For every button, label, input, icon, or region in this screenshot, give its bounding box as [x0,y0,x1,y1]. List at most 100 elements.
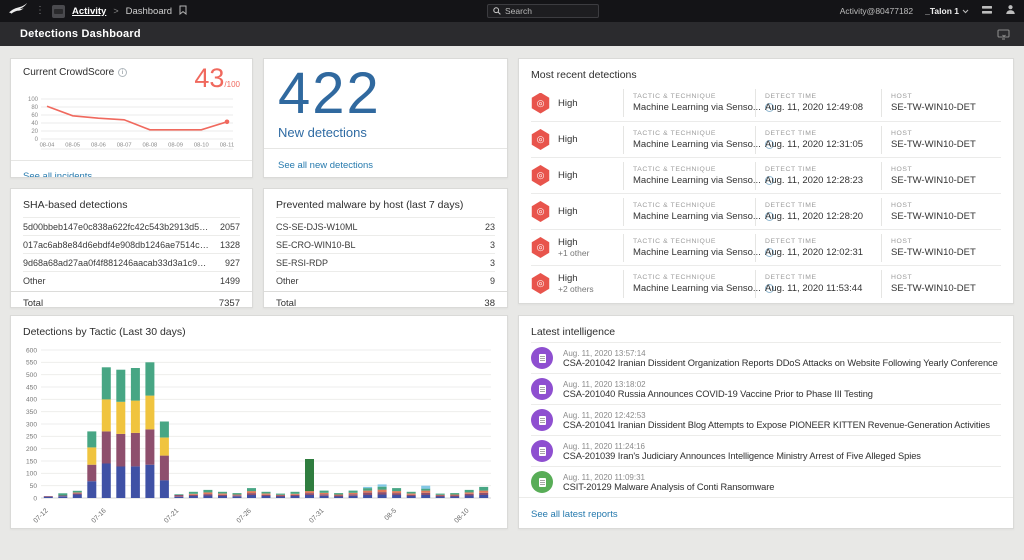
recent-detections-title: Most recent detections [519,59,1013,85]
detect-time-value: Aug. 11, 2020 12:49:08 [765,102,881,113]
crowdscore-value: 43/100 [194,67,240,96]
sha-detections-title: SHA-based detections [11,189,252,215]
tactics-stacked-bar-chart: 05010015020025030035040045050055060007-1… [15,344,503,529]
see-all-new-detections-link[interactable]: See all new detections [278,160,373,171]
svg-text:50: 50 [30,483,38,490]
crowdscore-title: Current CrowdScore [23,67,114,78]
svg-text:08-07: 08-07 [116,143,131,149]
report-icon [531,440,553,462]
report-headline[interactable]: CSA-201040 Russia Announces COVID-19 Vac… [563,389,873,399]
tactic-value: Machine Learning via Senso... [633,102,761,113]
detect-time-value: Aug. 11, 2020 12:31:05 [765,139,881,150]
intel-panel: Latest intelligence Aug. 11, 2020 13:57:… [518,315,1014,529]
detection-row[interactable]: ◎ High TACTIC & TECHNIQUE Machine Learni… [531,193,1001,229]
present-display-icon[interactable] [997,27,1010,45]
search-input[interactable] [505,6,590,16]
report-headline[interactable]: CSA-201041 Iranian Dissident Blog Attemp… [563,420,990,430]
intel-report-row[interactable]: Aug. 11, 2020 13:57:14 CSA-201042 Irania… [531,342,1001,373]
see-all-latest-reports-link[interactable]: See all latest reports [531,509,618,520]
severity-label: High [558,273,594,284]
svg-text:450: 450 [26,384,37,391]
svg-text:08-10: 08-10 [193,143,208,149]
intel-report-row[interactable]: Aug. 11, 2020 12:42:53 CSA-201041 Irania… [531,404,1001,435]
table-row[interactable]: SE-RSI-RDP3 [276,253,495,271]
tactic-value: Machine Learning via Senso... [633,175,761,186]
svg-text:350: 350 [26,409,37,416]
svg-text:80: 80 [31,105,38,111]
svg-text:07-26: 07-26 [236,507,253,524]
svg-text:08-04: 08-04 [39,143,55,149]
host-value: SE-TW-WIN10-DET [891,283,1001,294]
sha-detections-panel: SHA-based detections 5d00bbeb147e0c838a6… [10,188,253,308]
intel-report-row[interactable]: Aug. 11, 2020 11:09:31 CSIT-20129 Malwar… [531,466,1001,497]
detection-row[interactable]: ◎ High+1 other TACTIC & TECHNIQUE Machin… [531,229,1001,265]
breadcrumb-app[interactable]: Activity [72,6,106,17]
table-row[interactable]: Other1499 [23,271,240,289]
table-row[interactable]: SE-CRO-WIN10-BL3 [276,235,495,253]
detect-time-value: Aug. 11, 2020 12:02:31 [765,247,881,258]
recent-detections-panel: Most recent detections ◎ High TACTIC & T… [518,58,1014,304]
search-icon [493,2,501,20]
svg-text:60: 60 [31,113,38,119]
svg-text:0: 0 [33,495,37,502]
detection-row[interactable]: ◎ High TACTIC & TECHNIQUE Machine Learni… [531,157,1001,193]
sliders-icon[interactable] [981,2,993,20]
user-icon[interactable] [1005,2,1016,20]
svg-text:07-16: 07-16 [90,507,107,524]
report-headline[interactable]: CSA-201039 Iran's Judiciary Announces In… [563,451,921,461]
tactic-value: Machine Learning via Senso... [633,139,761,150]
account-label: Activity@80477182 [840,6,913,16]
table-row[interactable]: Other9 [276,271,495,289]
table-row[interactable]: 5d00bbeb147e0c838a622fc42c543b2913d57eac… [23,217,240,235]
table-row[interactable]: 017ac6ab8e84d6ebdf4e908db1246ae7514cffd2… [23,235,240,253]
svg-text:0: 0 [34,137,38,143]
host-value: SE-TW-WIN10-DET [891,175,1001,186]
see-all-incidents-link[interactable]: See all incidents [23,171,92,178]
svg-text:600: 600 [26,347,37,354]
svg-text:550: 550 [26,360,37,367]
crowdscore-line-chart: 10080604020008-0408-0508-0608-0708-0808-… [21,96,243,160]
detect-time-value: Aug. 11, 2020 12:28:20 [765,211,881,222]
svg-text:100: 100 [26,471,37,478]
tactic-value: Machine Learning via Senso... [633,211,761,222]
breadcrumb-separator: > [113,6,118,16]
severity-label: High [558,237,589,248]
table-row[interactable]: 9d68a68ad27aa0f4f881246aacab33d3a1c916d4… [23,253,240,271]
report-headline[interactable]: CSIT-20129 Malware Analysis of Conti Ran… [563,482,774,492]
detection-row[interactable]: ◎ High+2 others TACTIC & TECHNIQUE Machi… [531,265,1001,301]
detection-row[interactable]: ◎ High TACTIC & TECHNIQUE Machine Learni… [531,85,1001,121]
svg-text:500: 500 [26,372,37,379]
bookmark-icon[interactable] [179,2,187,20]
table-row[interactable]: CS-SE-DJS-W10ML23 [276,217,495,235]
new-detections-panel: 422 New detections See all new detection… [263,58,508,178]
svg-text:20: 20 [31,129,38,135]
menu-kebab-icon[interactable]: ⋮ [35,6,45,16]
host-value: SE-TW-WIN10-DET [891,139,1001,150]
report-icon [531,471,553,493]
tenant-selector[interactable]: _Talon 1 [925,6,969,16]
tactics-chart-panel: Detections by Tactic (Last 30 days) 0501… [10,315,508,529]
global-search[interactable] [487,4,599,18]
report-timestamp: Aug. 11, 2020 11:09:31 [563,473,774,482]
svg-text:08-05: 08-05 [65,143,80,149]
prevented-malware-panel: Prevented malware by host (last 7 days) … [263,188,508,308]
host-value: SE-TW-WIN10-DET [891,247,1001,258]
report-headline[interactable]: CSA-201042 Iranian Dissident Organizatio… [563,358,998,368]
intel-report-row[interactable]: Aug. 11, 2020 13:18:02 CSA-201040 Russia… [531,373,1001,404]
svg-text:07-12: 07-12 [32,507,49,524]
svg-text:40: 40 [31,121,38,127]
detection-row[interactable]: ◎ High TACTIC & TECHNIQUE Machine Learni… [531,121,1001,157]
svg-text:300: 300 [26,421,37,428]
app-module-icon[interactable] [52,5,65,18]
info-icon[interactable]: i [118,68,127,77]
page-header-bar: Detections Dashboard [0,22,1024,46]
report-timestamp: Aug. 11, 2020 11:24:16 [563,442,921,451]
intel-title: Latest intelligence [519,316,1013,342]
intel-report-row[interactable]: Aug. 11, 2020 11:24:16 CSA-201039 Iran's… [531,435,1001,466]
severity-label: High [558,98,578,109]
crowdscore-panel: Current CrowdScore i 43/100 100806040200… [10,58,253,178]
falcon-logo-icon[interactable] [8,2,28,20]
page-title: Detections Dashboard [0,28,141,40]
report-timestamp: Aug. 11, 2020 13:57:14 [563,349,998,358]
table-total-row: Total38 [264,291,507,308]
